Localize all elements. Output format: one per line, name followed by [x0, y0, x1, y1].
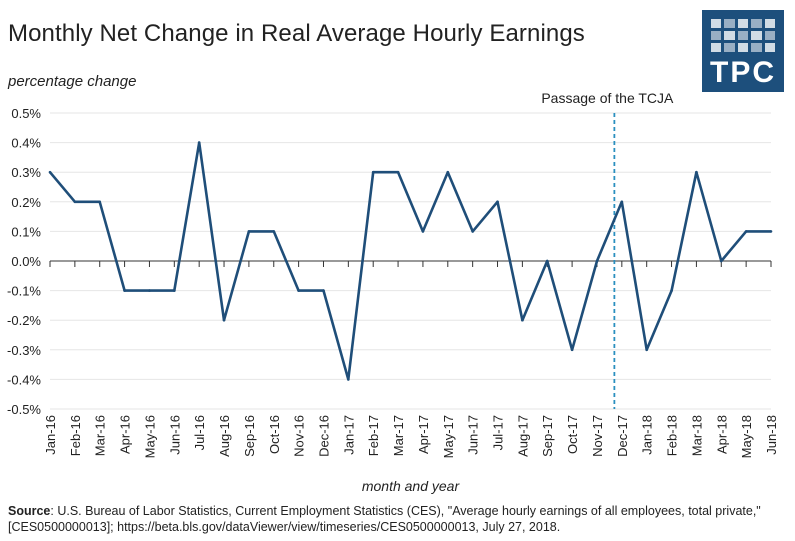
x-tick-label: Jan-18 [640, 415, 655, 455]
data-point [272, 230, 276, 233]
annotation-layer: Passage of the TCJA [541, 90, 674, 409]
data-point [48, 170, 52, 174]
y-tick-label: 0.3% [11, 165, 41, 180]
source-note: Source: U.S. Bureau of Labor Statistics,… [8, 503, 788, 535]
data-point [545, 259, 549, 263]
data-point [148, 289, 151, 292]
x-tick-label: Mar-18 [689, 415, 704, 456]
series-line [49, 141, 771, 381]
data-point [570, 348, 574, 352]
data-point [446, 170, 450, 174]
source-label: Source [8, 504, 51, 518]
data-point [73, 200, 77, 204]
y-axis-ticks: 0.5% 0.4% 0.3% 0.2% 0.1% 0.0% -0.1% -0.2% -0.3% -… [7, 106, 41, 417]
logo-text: TPC [710, 56, 776, 89]
x-tick-label: Nov-17 [590, 415, 605, 457]
x-tick-label: Dec-17 [615, 415, 630, 457]
x-tick-label: Jan-16 [43, 415, 58, 455]
data-point [769, 230, 773, 233]
x-tick-label: Jun-17 [466, 415, 481, 455]
x-tick-label: Nov-16 [292, 415, 307, 457]
y-axis-title: percentage change [8, 73, 137, 90]
x-tick-label: Aug-17 [515, 415, 530, 457]
data-point [744, 230, 748, 233]
x-tick-label: Apr-16 [118, 415, 133, 454]
chart-title: Monthly Net Change in Real Average Hourl… [8, 20, 585, 47]
data-point [421, 230, 425, 233]
data-point [645, 348, 648, 352]
data-point [371, 170, 375, 174]
y-tick-label: 0.2% [11, 195, 41, 210]
data-point [197, 141, 201, 144]
x-tick-label: Feb-18 [665, 415, 680, 456]
data-point [595, 259, 599, 263]
data-point [123, 289, 126, 292]
data-point [719, 259, 723, 263]
y-tick-label: -0.5% [7, 402, 41, 417]
series-layer [48, 141, 773, 381]
y-tick-label: -0.3% [7, 343, 41, 358]
data-point [347, 378, 350, 381]
x-tick-label: Sep-16 [242, 415, 257, 457]
y-tick-label: -0.4% [7, 372, 41, 387]
source-text: : U.S. Bureau of Labor Statistics, Curre… [8, 504, 761, 534]
x-tick-label: Mar-17 [391, 415, 406, 456]
x-tick-label: Mar-16 [93, 415, 108, 456]
data-point [521, 318, 524, 322]
x-tick-label: May-18 [739, 415, 754, 458]
data-point [173, 289, 176, 292]
x-tick-label: May-16 [142, 415, 157, 458]
y-tick-label: 0.1% [11, 224, 41, 239]
x-tick-label: Aug-16 [217, 415, 232, 457]
x-tick-label: Feb-17 [366, 415, 381, 456]
x-tick-label: Oct-16 [267, 415, 282, 454]
x-tick-label: Apr-17 [416, 415, 431, 454]
data-point [396, 170, 400, 174]
x-axis-ticks: Jan-16 Feb-16 Mar-16 Apr-16 May-16 Jun-16 Jul-… [43, 261, 779, 458]
x-tick-label: Jul-16 [192, 415, 207, 450]
data-point [222, 318, 226, 322]
data-point [670, 289, 673, 292]
y-tick-label: -0.2% [7, 313, 41, 328]
x-tick-label: Apr-18 [714, 415, 729, 454]
data-point [496, 200, 499, 204]
logo-grid-icon [711, 19, 775, 52]
y-tick-label: 0.4% [11, 136, 41, 151]
data-point [471, 230, 474, 233]
x-axis-title: month and year [362, 478, 461, 494]
x-tick-label: Jun-16 [167, 415, 182, 455]
data-point [297, 289, 300, 292]
x-tick-label: Feb-16 [68, 415, 83, 456]
x-tick-label: May-17 [441, 415, 456, 458]
y-tick-label: -0.1% [7, 284, 41, 299]
x-tick-label: Jan-17 [341, 415, 356, 455]
tcja-annotation-label: Passage of the TCJA [541, 90, 674, 106]
y-tick-label: 0.0% [11, 254, 41, 269]
x-tick-label: Dec-16 [316, 415, 331, 457]
y-tick-label: 0.5% [11, 106, 41, 121]
data-point [98, 200, 102, 204]
data-point [695, 170, 698, 174]
x-tick-label: Sep-17 [540, 415, 555, 457]
data-point [322, 289, 325, 292]
x-tick-label: Jul-17 [491, 415, 506, 450]
x-tick-label: Oct-17 [565, 415, 580, 454]
x-tick-label: Jun-18 [764, 415, 779, 455]
data-point [247, 230, 251, 233]
tpc-logo: TPC [702, 10, 784, 92]
data-point [620, 200, 624, 204]
